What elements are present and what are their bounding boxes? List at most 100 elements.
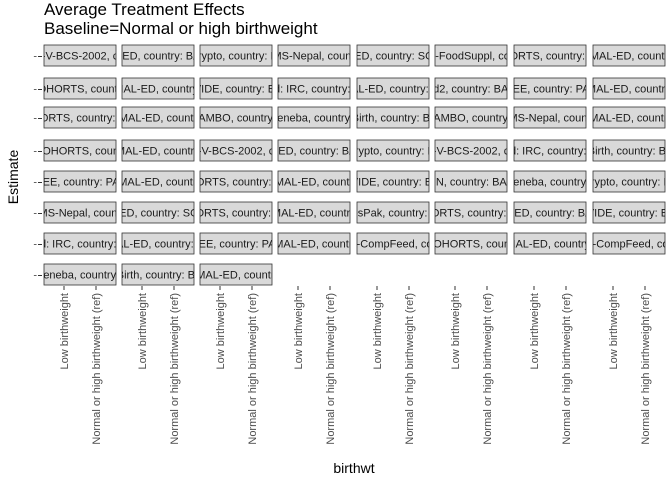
facet-strip: studyid: NIH-Birth, country: BANGLADESH bbox=[524, 139, 672, 162]
facet-strip-label: studyid: MAL-ED, country: PERU bbox=[77, 177, 238, 189]
facet-strip: studyid: GMS-Nepal, country: NEPAL bbox=[43, 201, 117, 224]
facet-strip: studyid: MAL-ED, country: TANZANIA bbox=[301, 77, 486, 100]
facet-strip-box bbox=[434, 170, 508, 193]
facet-strip-label: studyid: IRC, country: INDIA bbox=[245, 84, 383, 96]
y-tick-label: - bbox=[33, 270, 37, 282]
facet-strip-label: studyid: MAL-ED, country: BANGLADESH bbox=[447, 208, 653, 220]
facet-strip: studyid: MAL-ED, country: INDIA bbox=[592, 44, 666, 67]
facet-strip: studyid: MAL-ED, country: PERU bbox=[155, 263, 316, 286]
facet-strip-box bbox=[356, 44, 430, 67]
facet-strip: studyid: MAL-ED, country: PERU bbox=[77, 170, 238, 193]
facet-strip-label: studyid: MAL-ED, country: NEPAL bbox=[546, 84, 672, 96]
facet-strip-label: studyid: MAL-ED, country: TANZANIA bbox=[66, 239, 251, 251]
x-axes: Low birthweight Normal or high birthweigh… bbox=[59, 286, 652, 445]
x-tick-label: Low birthweight bbox=[137, 293, 149, 369]
facet-strip-box bbox=[592, 106, 666, 129]
facet-strip-label: studyid: Child2, country: BANGLADESH bbox=[373, 84, 569, 96]
facet-strip-box bbox=[277, 106, 351, 129]
facet-strip-label: studyid: MAL-ED, country: PERU bbox=[155, 270, 316, 282]
facet-strip: studyid: MAL-ED, country: BANGLADESH bbox=[277, 139, 351, 162]
facet-strip-label: studyid: IRC, country: INDIA bbox=[481, 146, 619, 158]
x-tick-label: Normal or high birthweight (ref) bbox=[91, 293, 103, 445]
x-tick-label: Normal or high birthweight (ref) bbox=[640, 293, 652, 445]
facet-strip-label: studyid: MAL-ED, country: NEPAL bbox=[231, 208, 397, 220]
facet-strip-box bbox=[434, 44, 508, 67]
facet-strip-box bbox=[513, 139, 587, 162]
facet-strip-label: studyid: GMS-Nepal, country: NEPAL bbox=[223, 51, 405, 63]
x-tick-label: Normal or high birthweight (ref) bbox=[247, 293, 259, 445]
facet-strip-box bbox=[513, 201, 587, 224]
facet-strip-label: studyid: MAL-ED, country: INDIA bbox=[234, 177, 395, 189]
facet-strip-label: studyid: MAL-ED, country: TANZANIA bbox=[301, 84, 486, 96]
facet-strip-label: studyid: NIH-Crypto, country: BANGLADESH bbox=[126, 51, 346, 63]
facet-strip-label: studyid: EE, country: PAKISTAN bbox=[158, 239, 315, 251]
facet-strip-box bbox=[121, 44, 195, 67]
facet-strip: studyid: CMC-V-BCS-2002, country: INDIA bbox=[0, 44, 185, 67]
facet-strip-label: studyid: Keneba, country: GAMBIA bbox=[0, 270, 166, 282]
facet-strip: studyid: COHORTS, country: GUATEMALA bbox=[434, 201, 508, 224]
x-tick-label: Normal or high birthweight (ref) bbox=[169, 293, 181, 445]
facet-strip-label: studyid: MAL-ED, country: NEPAL bbox=[75, 146, 241, 158]
chart-title: Average Treatment Effects bbox=[44, 0, 245, 19]
facet-strip-label: studyid: COHORTS, country: GUATEMALA bbox=[0, 113, 186, 125]
facet-strip-label: studyid: COHORTS, country: GUATEMALA bbox=[130, 177, 342, 189]
facet-strip-label: studyid: NIH-Birth, country: BANGLADESH bbox=[524, 146, 672, 158]
facet-strip: studyid: GMS-Nepal, country: NEPAL bbox=[459, 106, 641, 129]
facet-strip-box bbox=[513, 232, 587, 255]
facet-strip-label: studyid: MAL-ED, country: PERU bbox=[233, 239, 394, 251]
facet-strip: studyid: IRC, country: INDIA bbox=[43, 232, 117, 255]
x-axis-title: birthwt bbox=[333, 460, 374, 476]
facet-strip: studyid: MAL-ED, country: BANGLADESH bbox=[447, 201, 653, 224]
facet-strip-box bbox=[121, 201, 195, 224]
facet-strip-box bbox=[356, 201, 430, 224]
facet-strip-label: studyid: CMC-V-BCS-2002, country: INDIA bbox=[0, 51, 185, 63]
y-tick-label: - bbox=[33, 51, 37, 63]
facet-strip: studyid: SAS-CompFeed, country: INDIA bbox=[356, 232, 430, 255]
facet-strip-box bbox=[434, 77, 508, 100]
facet-strip: studyid: MAL-ED, country: NEPAL bbox=[75, 139, 241, 162]
facet-panels: studyid: CMC-V-BCS-2002, country: INDIAs… bbox=[0, 44, 672, 286]
facet-strip-label: studyid: Keneba, country: GAMBIA bbox=[465, 177, 636, 189]
facet-strip-label: studyid: COHORTS, country: PHILIPPINES bbox=[130, 208, 342, 220]
facet-strip: studyid: MAL-ED, country: INDIA bbox=[121, 106, 195, 129]
facet-strip: studyid: NIH-Birth, country: BANGLADESH bbox=[356, 106, 430, 129]
facet-strip: studyid: EE, country: PAKISTAN bbox=[158, 232, 315, 255]
facet-strip: studyid: MAL-ED, country: BANGLADESH bbox=[121, 44, 195, 67]
facet-strip-box bbox=[592, 232, 666, 255]
facet-strip: studyid: PROVIDE, country: BANGLADESH bbox=[199, 77, 273, 100]
facet-strip: studyid: NIH-Crypto, country: BANGLADESH bbox=[592, 170, 666, 193]
facet-strip-label: studyid: Keneba, country: GAMBIA bbox=[229, 113, 400, 125]
facet-strip: studyid: MAL-ED, country: BRAZIL bbox=[513, 232, 587, 255]
x-tick-label: Normal or high birthweight (ref) bbox=[404, 293, 416, 445]
facet-strip: studyid: Keneba, country: GAMBIA bbox=[229, 106, 400, 129]
chart-subtitle: Baseline=Normal or high birthweight bbox=[44, 19, 318, 38]
facet-strip-label: studyid: MAL-ED, country: SOUTH AFRICA bbox=[52, 208, 265, 220]
facet-strip: studyid: MAL-ED, country: BRAZIL bbox=[121, 77, 195, 100]
facet-strip-box bbox=[43, 106, 117, 129]
facet-strip: studyid: MAL-ED, country: INDIA bbox=[234, 170, 395, 193]
facet-strip: studyid: MAL-ED, country: PERU bbox=[592, 106, 666, 129]
facet-strip-box bbox=[513, 106, 587, 129]
facet-strip-box bbox=[592, 77, 666, 100]
facet-strip-box bbox=[277, 201, 351, 224]
facet-strip-label: studyid: EE, country: PAKISTAN bbox=[472, 84, 629, 96]
y-axis-title: Estimate bbox=[5, 150, 21, 205]
facet-strip: studyid: SAS-FoodSuppl, country: INDIA bbox=[434, 44, 508, 67]
facet-strip-box bbox=[43, 139, 117, 162]
facet-strip: studyid: CMC-V-BCS-2002, country: INDIA bbox=[367, 139, 576, 162]
facet-strip-box bbox=[592, 44, 666, 67]
x-tick-label: Low birthweight bbox=[450, 293, 462, 369]
facet-strip: studyid: CMC-V-BCS-2002, country: INDIA bbox=[199, 139, 273, 162]
facet-strip: studyid: COHORTS, country: BRAZIL bbox=[43, 77, 117, 100]
facet-strip-label: studyid: COHORTS, country: INDIA bbox=[384, 239, 558, 251]
y-tick-label: - bbox=[33, 146, 37, 158]
facet-strip-label: studyid: COHORTS, country: PHILIPPINES bbox=[444, 51, 656, 63]
facet-strip-box bbox=[43, 170, 117, 193]
facet-strip-box bbox=[43, 201, 117, 224]
facet-strip-label: studyid: EE, country: PAKISTAN bbox=[2, 177, 159, 189]
facet-strip-label: studyid: GMS-Nepal, country: NEPAL bbox=[459, 113, 641, 125]
facet-strip-label: studyid: CMC-V-BCS-2002, country: INDIA bbox=[367, 146, 576, 158]
facet-strip: studyid: SAS-CompFeed, country: INDIA bbox=[592, 232, 666, 255]
facet-strip-box bbox=[43, 44, 117, 67]
